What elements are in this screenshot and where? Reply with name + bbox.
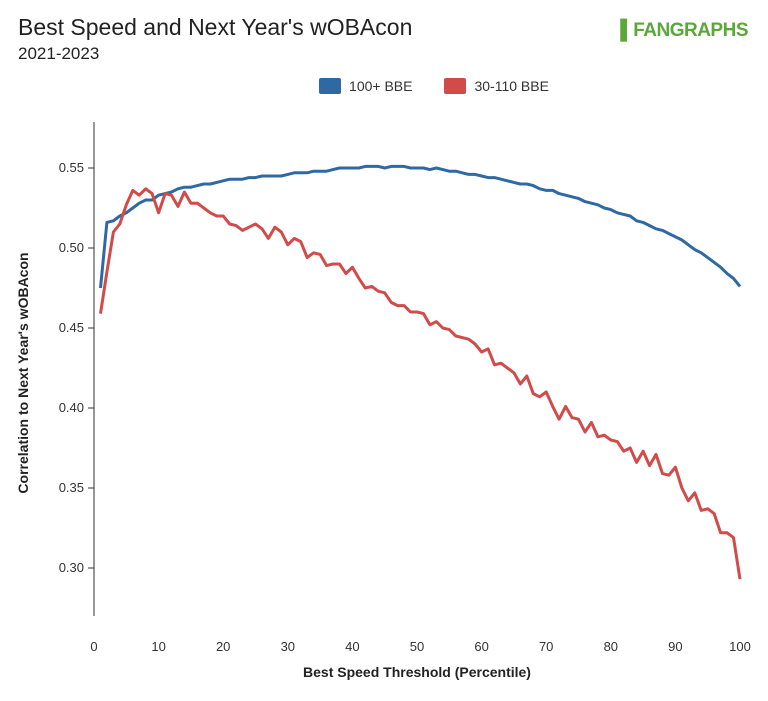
x-tick-label: 10 — [151, 639, 165, 654]
chart-subtitle: 2021-2023 — [18, 44, 100, 63]
legend-label: 100+ BBE — [349, 78, 413, 94]
logo-icon: ▌ — [620, 20, 634, 41]
x-tick-label: 20 — [216, 639, 230, 654]
y-tick-label: 0.40 — [59, 400, 84, 415]
x-tick-label: 60 — [474, 639, 488, 654]
legend-item-100-bbe[interactable]: 100+ BBE — [319, 78, 412, 94]
legend: 100+ BBE 30-110 BBE — [0, 78, 768, 94]
x-tick-label: 0 — [90, 639, 97, 654]
legend-swatch — [319, 78, 342, 94]
legend-swatch — [444, 78, 467, 94]
y-tick-label: 0.55 — [59, 160, 84, 175]
y-tick-label: 0.45 — [59, 320, 84, 335]
chart-title: Best Speed and Next Year's wOBAcon — [18, 14, 413, 40]
x-tick-label: 30 — [281, 639, 295, 654]
series-line-0 — [99, 164, 742, 289]
x-tick-label: 40 — [345, 639, 359, 654]
fangraphs-logo: ▌FANGRAPHS — [620, 20, 748, 41]
x-tick-label: 50 — [410, 639, 424, 654]
x-tick-label: 70 — [539, 639, 553, 654]
legend-label: 30-110 BBE — [474, 78, 549, 94]
x-tick-label: 100 — [729, 639, 751, 654]
y-tick-label: 0.35 — [59, 480, 84, 495]
y-tick-label: 0.50 — [59, 240, 84, 255]
legend-item-30-110-bbe[interactable]: 30-110 BBE — [444, 78, 549, 94]
y-tick-label: 0.30 — [59, 560, 84, 575]
x-axis-label: Best Speed Threshold (Percentile) — [303, 664, 531, 680]
x-tick-label: 80 — [604, 639, 618, 654]
x-tick-label: 90 — [668, 639, 682, 654]
series-line-1 — [99, 187, 742, 580]
y-axis-label: Correlation to Next Year's wOBAcon — [15, 252, 31, 493]
